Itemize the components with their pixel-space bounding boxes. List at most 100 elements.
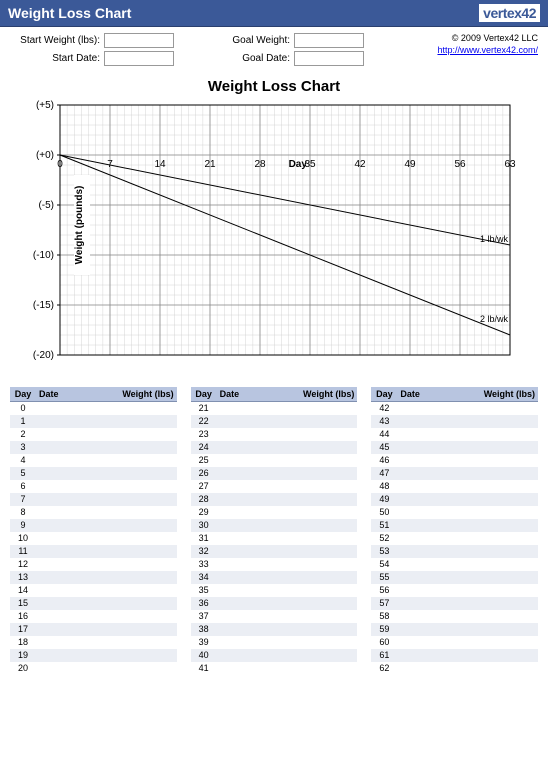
weight-cell[interactable]: [441, 532, 538, 545]
date-cell[interactable]: [397, 610, 440, 623]
date-cell[interactable]: [36, 597, 79, 610]
date-cell[interactable]: [36, 415, 79, 428]
weight-cell[interactable]: [441, 597, 538, 610]
date-cell[interactable]: [217, 649, 260, 662]
date-cell[interactable]: [217, 597, 260, 610]
date-cell[interactable]: [217, 454, 260, 467]
weight-cell[interactable]: [260, 545, 357, 558]
date-cell[interactable]: [36, 402, 79, 415]
date-cell[interactable]: [217, 662, 260, 675]
date-cell[interactable]: [397, 467, 440, 480]
weight-cell[interactable]: [441, 415, 538, 428]
weight-cell[interactable]: [441, 493, 538, 506]
weight-cell[interactable]: [441, 636, 538, 649]
weight-cell[interactable]: [260, 610, 357, 623]
start-date-input[interactable]: [104, 51, 174, 66]
date-cell[interactable]: [397, 584, 440, 597]
date-cell[interactable]: [36, 493, 79, 506]
date-cell[interactable]: [397, 454, 440, 467]
date-cell[interactable]: [217, 506, 260, 519]
date-cell[interactable]: [217, 532, 260, 545]
weight-cell[interactable]: [260, 480, 357, 493]
date-cell[interactable]: [217, 402, 260, 415]
date-cell[interactable]: [36, 506, 79, 519]
date-cell[interactable]: [397, 623, 440, 636]
date-cell[interactable]: [36, 649, 79, 662]
date-cell[interactable]: [397, 545, 440, 558]
weight-cell[interactable]: [441, 545, 538, 558]
weight-cell[interactable]: [260, 623, 357, 636]
date-cell[interactable]: [36, 532, 79, 545]
date-cell[interactable]: [217, 441, 260, 454]
weight-cell[interactable]: [441, 558, 538, 571]
goal-date-input[interactable]: [294, 51, 364, 66]
weight-cell[interactable]: [79, 623, 176, 636]
weight-cell[interactable]: [441, 649, 538, 662]
weight-cell[interactable]: [441, 584, 538, 597]
weight-cell[interactable]: [79, 532, 176, 545]
weight-cell[interactable]: [79, 454, 176, 467]
date-cell[interactable]: [397, 636, 440, 649]
weight-cell[interactable]: [79, 506, 176, 519]
weight-cell[interactable]: [441, 662, 538, 675]
date-cell[interactable]: [36, 571, 79, 584]
weight-cell[interactable]: [260, 597, 357, 610]
date-cell[interactable]: [397, 662, 440, 675]
weight-cell[interactable]: [441, 519, 538, 532]
weight-cell[interactable]: [441, 441, 538, 454]
date-cell[interactable]: [36, 454, 79, 467]
weight-cell[interactable]: [260, 493, 357, 506]
weight-cell[interactable]: [79, 558, 176, 571]
weight-cell[interactable]: [79, 662, 176, 675]
weight-cell[interactable]: [260, 662, 357, 675]
weight-cell[interactable]: [79, 402, 176, 415]
date-cell[interactable]: [217, 467, 260, 480]
date-cell[interactable]: [36, 467, 79, 480]
weight-cell[interactable]: [260, 428, 357, 441]
date-cell[interactable]: [397, 441, 440, 454]
date-cell[interactable]: [217, 428, 260, 441]
weight-cell[interactable]: [441, 402, 538, 415]
weight-cell[interactable]: [441, 610, 538, 623]
weight-cell[interactable]: [260, 571, 357, 584]
weight-cell[interactable]: [79, 636, 176, 649]
date-cell[interactable]: [217, 493, 260, 506]
date-cell[interactable]: [397, 506, 440, 519]
start-weight-input[interactable]: [104, 33, 174, 48]
date-cell[interactable]: [397, 428, 440, 441]
date-cell[interactable]: [397, 493, 440, 506]
date-cell[interactable]: [36, 623, 79, 636]
date-cell[interactable]: [397, 597, 440, 610]
date-cell[interactable]: [217, 545, 260, 558]
date-cell[interactable]: [397, 558, 440, 571]
weight-cell[interactable]: [79, 519, 176, 532]
date-cell[interactable]: [217, 519, 260, 532]
weight-cell[interactable]: [79, 467, 176, 480]
weight-cell[interactable]: [79, 571, 176, 584]
weight-cell[interactable]: [79, 480, 176, 493]
date-cell[interactable]: [397, 480, 440, 493]
weight-cell[interactable]: [441, 454, 538, 467]
weight-cell[interactable]: [79, 649, 176, 662]
weight-cell[interactable]: [260, 415, 357, 428]
date-cell[interactable]: [217, 480, 260, 493]
weight-cell[interactable]: [260, 506, 357, 519]
weight-cell[interactable]: [79, 545, 176, 558]
date-cell[interactable]: [217, 610, 260, 623]
weight-cell[interactable]: [260, 519, 357, 532]
date-cell[interactable]: [36, 610, 79, 623]
weight-cell[interactable]: [79, 610, 176, 623]
vertex42-link[interactable]: http://www.vertex42.com/: [437, 45, 538, 55]
date-cell[interactable]: [397, 415, 440, 428]
date-cell[interactable]: [36, 558, 79, 571]
date-cell[interactable]: [36, 584, 79, 597]
weight-cell[interactable]: [260, 532, 357, 545]
weight-cell[interactable]: [441, 428, 538, 441]
date-cell[interactable]: [217, 415, 260, 428]
date-cell[interactable]: [397, 532, 440, 545]
weight-cell[interactable]: [441, 623, 538, 636]
weight-cell[interactable]: [260, 454, 357, 467]
date-cell[interactable]: [397, 519, 440, 532]
date-cell[interactable]: [217, 623, 260, 636]
date-cell[interactable]: [397, 571, 440, 584]
